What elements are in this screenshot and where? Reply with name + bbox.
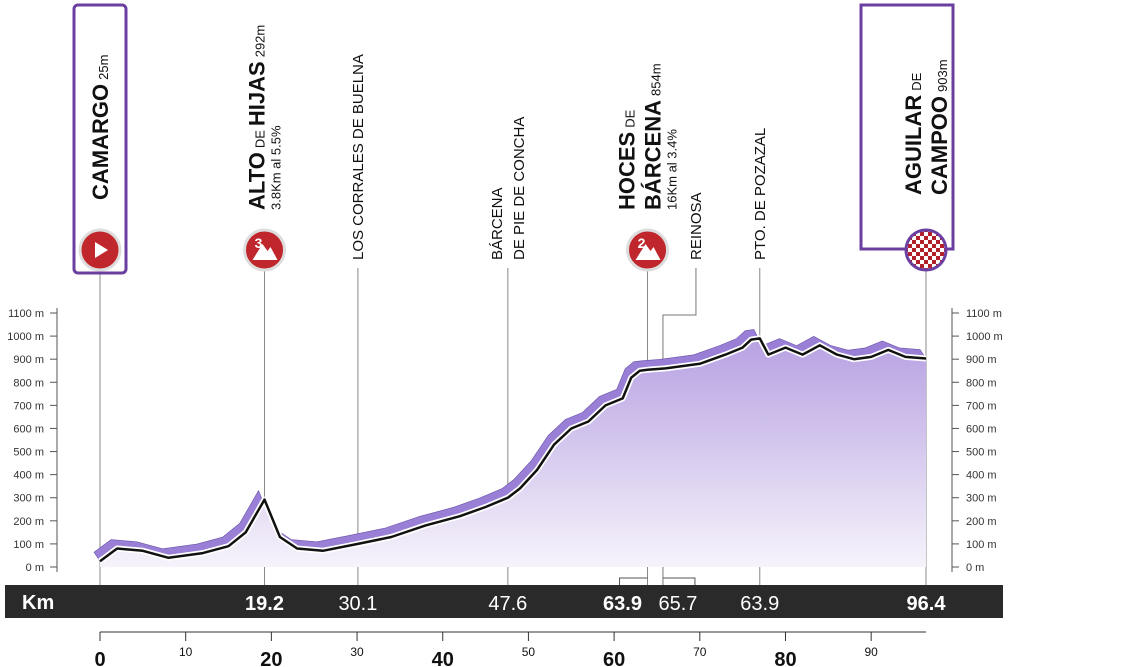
name-part: CAMPOO <box>927 96 952 195</box>
location-label: BÁRCENA DE PIE DE CONCHA <box>489 117 528 260</box>
name-detail: DE <box>253 130 268 148</box>
y-tick-label-right: 200 m <box>966 516 997 528</box>
name-part: DE PIE DE CONCHA <box>511 117 528 260</box>
x-tick-label: 90 <box>864 645 878 659</box>
y-tick-label-right: 800 m <box>966 377 997 389</box>
location-name: BÁRCENA <box>489 187 506 260</box>
y-tick-label-right: 0 m <box>966 562 984 574</box>
distance-bar <box>5 585 1003 618</box>
location-label: HOCES DE BÁRCENA 854m 16Km al 3.4% <box>615 63 680 210</box>
name-detail: 25m <box>96 55 111 80</box>
x-tick-label: 30 <box>350 645 364 659</box>
x-tick-label: 10 <box>179 645 193 659</box>
distance-label: 19.2 <box>245 593 284 615</box>
name-part: HIJAS <box>245 61 270 126</box>
location-name: HOCES DE <box>615 109 640 210</box>
y-tick-label: 700 m <box>13 400 44 412</box>
location-name: PTO. DE POZAZAL <box>752 128 769 260</box>
distance-label: 47.6 <box>488 593 527 615</box>
y-tick-label: 100 m <box>13 539 44 551</box>
x-tick-label: 20 <box>260 649 282 667</box>
name-part: LOS CORRALES DE BUELNA <box>350 54 367 260</box>
profile-area <box>100 338 926 567</box>
y-tick-label: 0 m <box>26 562 44 574</box>
location-label: PTO. DE POZAZAL <box>752 128 769 260</box>
location-name: CAMPOO 903m <box>927 59 952 195</box>
name-part: AGUILAR <box>901 95 926 195</box>
climb-note: 3.8Km al 5.5% <box>269 125 284 210</box>
name-part: CAMARGO <box>88 84 113 200</box>
distance-label: 63.9 <box>603 593 642 615</box>
x-tick-label: 60 <box>603 649 625 667</box>
location-label: REINOSA <box>688 192 705 260</box>
y-tick-label-right: 700 m <box>966 400 997 412</box>
distance-label: 30.1 <box>338 593 377 615</box>
location-name: AGUILAR DE <box>901 72 926 195</box>
name-part: PTO. DE POZAZAL <box>752 128 769 260</box>
profile-line <box>99 337 927 563</box>
y-tick-label-right: 400 m <box>966 470 997 482</box>
name-detail: DE <box>909 72 924 90</box>
y-tick-label: 400 m <box>13 470 44 482</box>
label-bracket <box>662 577 696 585</box>
name-part: BÁRCENA <box>641 100 666 210</box>
location-name: REINOSA <box>688 192 705 260</box>
x-tick-label: 0 <box>94 649 105 667</box>
location-name: CAMARGO 25m <box>88 55 113 200</box>
x-tick-label: 80 <box>774 649 796 667</box>
category-label: 3 <box>255 235 263 251</box>
y-tick-label-right: 1000 m <box>966 331 1003 343</box>
distance-label: 65.7 <box>658 593 697 615</box>
name-part: BÁRCENA <box>489 187 506 260</box>
y-tick-label: 200 m <box>13 516 44 528</box>
location-label: LOS CORRALES DE BUELNA <box>350 54 367 260</box>
name-part: HOCES <box>615 132 640 210</box>
x-tick-label: 50 <box>522 645 536 659</box>
y-tick-label: 1000 m <box>7 331 44 343</box>
name-detail: 292m <box>253 25 268 58</box>
climb-note: 16Km al 3.4% <box>665 129 680 210</box>
name-detail: 854m <box>649 63 664 96</box>
start-arrow <box>95 242 108 258</box>
y-tick-label-right: 900 m <box>966 354 997 366</box>
start-box <box>72 3 128 275</box>
distance-label: 63.9 <box>740 593 779 615</box>
name-part: REINOSA <box>688 192 705 260</box>
y-tick-label: 800 m <box>13 377 44 389</box>
y-tick-label: 500 m <box>13 447 44 459</box>
mountain-icon <box>252 244 278 260</box>
location-name: LOS CORRALES DE BUELNA <box>350 54 367 260</box>
mountain-icon <box>635 244 661 260</box>
y-tick-label-right: 1100 m <box>966 308 1002 320</box>
name-detail: 903m <box>935 59 950 92</box>
x-tick-label: 70 <box>693 645 707 659</box>
location-label: CAMARGO 25m <box>88 55 113 200</box>
y-tick-label: 900 m <box>13 354 44 366</box>
finish-icon <box>904 228 948 272</box>
distance-label: 96.4 <box>907 593 947 615</box>
y-tick-label-right: 500 m <box>966 447 997 459</box>
y-tick-label-right: 100 m <box>966 539 997 551</box>
x-tick-label: 40 <box>432 649 454 667</box>
y-tick-label-right: 300 m <box>966 493 997 505</box>
y-tick-label: 300 m <box>13 493 44 505</box>
category-label: 2 <box>638 235 646 251</box>
label-bracket <box>619 577 648 585</box>
name-part: ALTO <box>245 152 270 210</box>
location-name: BÁRCENA 854m <box>641 63 666 210</box>
y-tick-label: 1100 m <box>8 308 44 320</box>
location-label: ALTO DE HIJAS 292m 3.8Km al 5.5% <box>245 25 284 210</box>
y-tick-label-right: 600 m <box>966 423 997 435</box>
x-label: Km <box>22 592 54 614</box>
name-detail: DE <box>623 109 638 127</box>
finish-box <box>859 3 955 251</box>
y-tick-label: 600 m <box>13 423 44 435</box>
location-name: ALTO DE HIJAS 292m <box>245 25 270 210</box>
location-name: DE PIE DE CONCHA <box>511 117 528 260</box>
